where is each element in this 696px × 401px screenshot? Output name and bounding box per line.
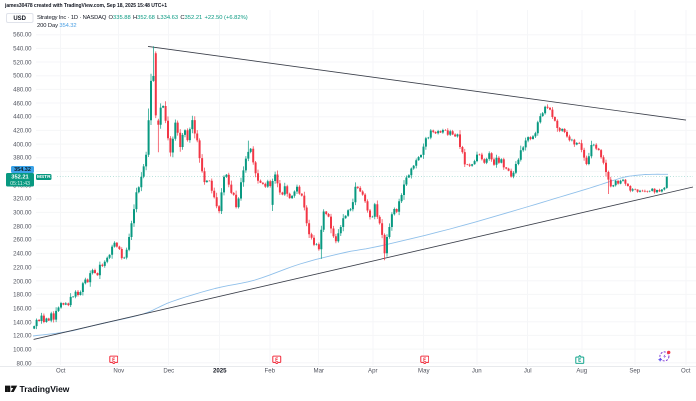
- svg-text:TradingView: TradingView: [20, 385, 70, 394]
